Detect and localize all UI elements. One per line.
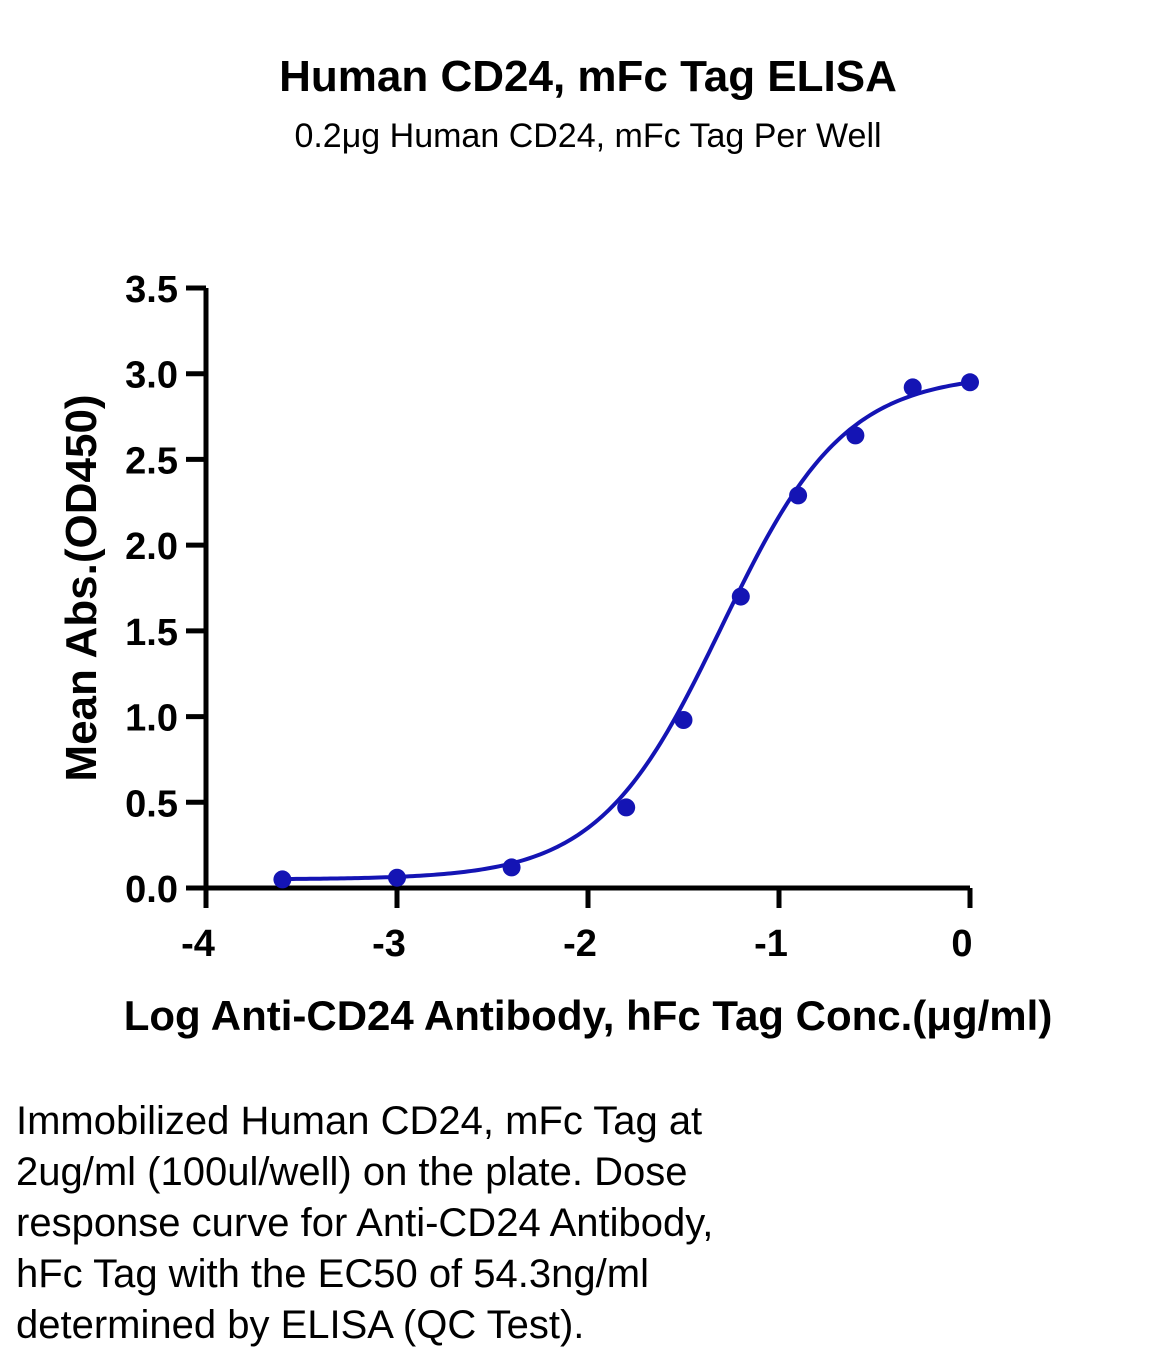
data-points (273, 373, 979, 889)
chart-title: Human CD24, mFc Tag ELISA (279, 52, 897, 101)
caption-line: 2ug/ml (100ul/well) on the plate. Dose (16, 1150, 688, 1194)
x-tick-label: -1 (754, 923, 788, 965)
data-point (789, 486, 808, 505)
data-point (617, 798, 636, 817)
data-point (502, 858, 521, 877)
x-tick-label: 0 (951, 923, 972, 965)
caption-line: Immobilized Human CD24, mFc Tag at (16, 1099, 703, 1143)
data-point (846, 426, 865, 445)
data-point (388, 868, 406, 887)
y-tick-label: 2.0 (125, 526, 178, 568)
y-tick-label: 1.5 (125, 612, 178, 654)
data-point (674, 711, 693, 729)
figure-caption: Immobilized Human CD24, mFc Tag at 2ug/m… (16, 1096, 916, 1351)
y-tick-label: 3.5 (125, 269, 178, 311)
y-tick-label: 0.5 (125, 783, 178, 825)
x-tick-label: -3 (372, 923, 406, 965)
chart-subtitle: 0.2μg Human CD24, mFc Tag Per Well (294, 117, 882, 155)
y-tick-label: 0.0 (125, 869, 178, 911)
data-point (961, 373, 979, 392)
x-axis-label: Log Anti-CD24 Antibody, hFc Tag Conc.(μg… (124, 992, 1053, 1039)
x-tick-label: -4 (181, 923, 215, 965)
y-tick-label: 3.0 (125, 355, 178, 397)
y-tick-label: 2.5 (125, 440, 178, 482)
axes: 0.0 0.5 1.0 1.5 2.0 2.5 3.0 3.5 -4 -3 -2 -1 0 (125, 269, 972, 965)
data-point (731, 587, 750, 606)
caption-line: hFc Tag with the EC50 of 54.3ng/ml (16, 1252, 649, 1296)
caption-line: response curve for Anti-CD24 Antibody, (16, 1201, 714, 1245)
x-tick-label: -2 (563, 923, 597, 965)
y-axis-label: Mean Abs.(OD450) (57, 394, 106, 781)
data-point (273, 870, 292, 889)
y-tick-label: 1.0 (125, 698, 178, 740)
data-point (903, 378, 922, 397)
caption-line: determined by ELISA (QC Test). (16, 1303, 585, 1347)
